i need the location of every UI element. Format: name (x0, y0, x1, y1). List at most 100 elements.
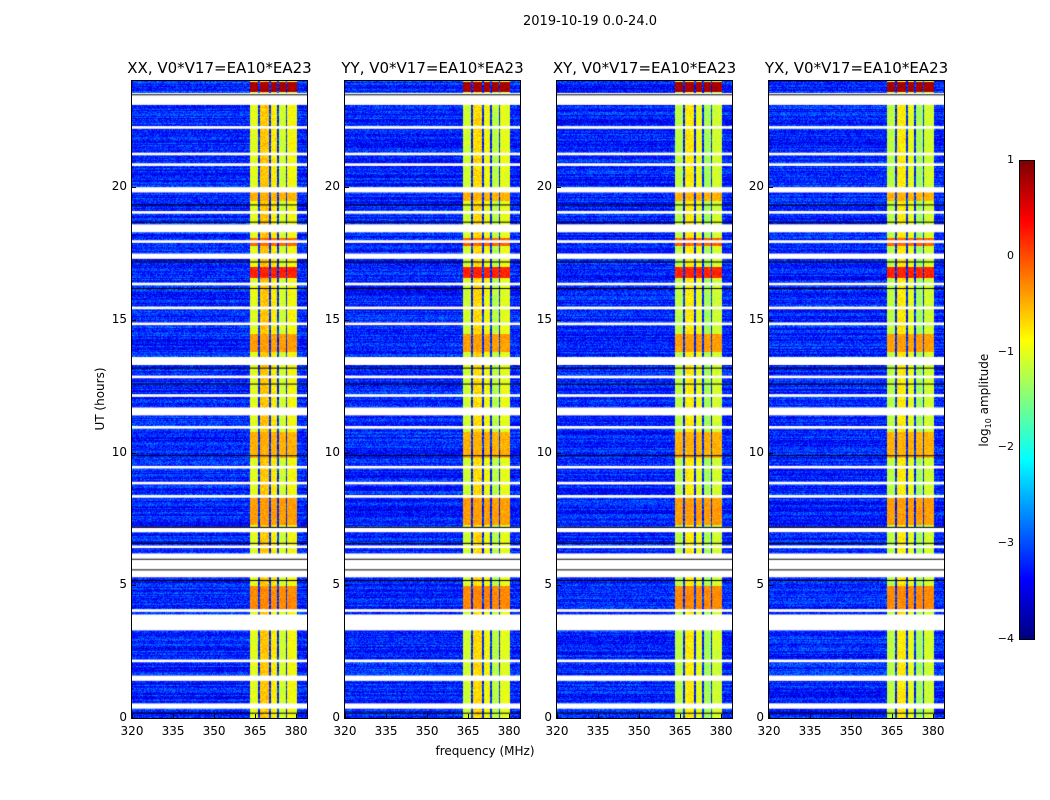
x-tick-mark (386, 714, 388, 718)
panel-title: YY, V0*V17=EA10*EA23 (341, 59, 524, 77)
y-tick-mark (557, 319, 561, 321)
colorbar-tick-label: −2 (997, 440, 1014, 454)
colorbar-tick-label: −4 (997, 632, 1014, 645)
x-tick-mark (598, 714, 600, 718)
figure-title: 2019-10-19 0.0-24.0 (523, 14, 657, 29)
x-tick-label: 365 (880, 724, 904, 738)
y-tick-mark (769, 452, 773, 454)
x-axis-label: frequency (MHz) (435, 744, 535, 758)
y-tick-label: 5 (332, 577, 340, 592)
y-tick-mark (345, 452, 349, 454)
y-tick-mark (132, 187, 136, 189)
y-tick-label: 15 (111, 311, 127, 326)
x-tick-label: 335 (586, 724, 610, 738)
colorbar-tick-label: 0 (1007, 248, 1014, 262)
x-tick-label: 350 (202, 724, 226, 738)
heatmap-panel (768, 80, 945, 719)
y-tick-mark (557, 585, 561, 587)
y-tick-mark (769, 319, 773, 321)
x-tick-mark (173, 714, 175, 718)
colorbar-tick-label: 1 (1007, 153, 1014, 166)
y-tick-label: 20 (324, 179, 340, 194)
heatmap-panel (556, 80, 733, 719)
x-tick-label: 380 (709, 724, 733, 738)
x-tick-mark (345, 714, 346, 718)
panel-title: YX, V0*V17=EA10*EA23 (764, 59, 949, 77)
x-tick-mark (892, 714, 894, 718)
x-tick-label: 365 (668, 724, 692, 738)
x-tick-label: 320 (545, 724, 569, 738)
heatmap-canvas (769, 81, 944, 718)
x-tick-label: 320 (120, 724, 144, 738)
x-tick-label: 365 (243, 724, 267, 738)
colorbar-label-main: log (976, 428, 991, 447)
x-tick-mark (557, 714, 558, 718)
colorbar-label-rest: amplitude (976, 353, 991, 419)
heatmap-canvas (345, 81, 520, 718)
y-tick-label: 10 (111, 444, 127, 459)
colorbar-tick-label: −3 (997, 536, 1014, 550)
y-tick-mark (345, 187, 349, 189)
x-tick-mark (810, 714, 812, 718)
x-tick-label: 380 (284, 724, 308, 738)
y-tick-mark (345, 585, 349, 587)
x-tick-label: 350 (627, 724, 651, 738)
y-tick-label: 0 (544, 710, 552, 724)
y-tick-label: 15 (536, 311, 552, 326)
x-tick-mark (132, 714, 133, 718)
x-tick-mark (509, 714, 511, 718)
x-tick-mark (296, 714, 298, 718)
y-tick-mark (345, 718, 349, 719)
y-tick-label: 5 (544, 577, 552, 592)
y-tick-label: 20 (536, 179, 552, 194)
heatmap-panel (131, 80, 308, 719)
x-tick-mark (255, 714, 257, 718)
y-tick-mark (132, 319, 136, 321)
y-tick-mark (769, 187, 773, 189)
x-tick-label: 320 (333, 724, 357, 738)
x-tick-label: 335 (798, 724, 822, 738)
colorbar (1019, 160, 1035, 640)
y-tick-label: 5 (756, 577, 764, 592)
y-tick-mark (557, 452, 561, 454)
x-tick-label: 365 (456, 724, 480, 738)
x-tick-mark (851, 714, 853, 718)
y-tick-label: 0 (756, 710, 764, 724)
x-tick-label: 380 (497, 724, 521, 738)
y-tick-label: 15 (748, 311, 764, 326)
heatmap-canvas (557, 81, 732, 718)
y-tick-label: 20 (748, 179, 764, 194)
y-tick-mark (132, 585, 136, 587)
colorbar-label-sub: 10 (984, 418, 994, 429)
panel-title: XX, V0*V17=EA10*EA23 (127, 59, 312, 77)
y-tick-mark (345, 319, 349, 321)
y-tick-mark (769, 718, 773, 719)
y-tick-mark (132, 718, 136, 719)
x-tick-mark (721, 714, 723, 718)
x-tick-label: 335 (374, 724, 398, 738)
y-tick-label: 0 (332, 710, 340, 724)
x-tick-label: 380 (921, 724, 945, 738)
x-tick-label: 320 (757, 724, 781, 738)
x-tick-label: 335 (161, 724, 185, 738)
y-tick-label: 15 (324, 311, 340, 326)
colorbar-tick-label: −1 (997, 344, 1014, 358)
y-tick-mark (557, 187, 561, 189)
y-tick-label: 10 (324, 444, 340, 459)
y-tick-label: 5 (119, 577, 127, 592)
y-tick-label: 0 (119, 710, 127, 724)
panel-title: XY, V0*V17=EA10*EA23 (552, 59, 737, 77)
y-tick-label: 10 (536, 444, 552, 459)
x-tick-mark (214, 714, 216, 718)
y-tick-label: 10 (748, 444, 764, 459)
x-tick-mark (468, 714, 470, 718)
y-tick-mark (132, 452, 136, 454)
x-tick-mark (769, 714, 770, 718)
x-tick-label: 350 (415, 724, 439, 738)
heatmap-canvas (132, 81, 307, 718)
y-tick-label: 20 (111, 179, 127, 194)
y-tick-mark (557, 718, 561, 719)
y-tick-mark (769, 585, 773, 587)
x-tick-label: 350 (839, 724, 863, 738)
